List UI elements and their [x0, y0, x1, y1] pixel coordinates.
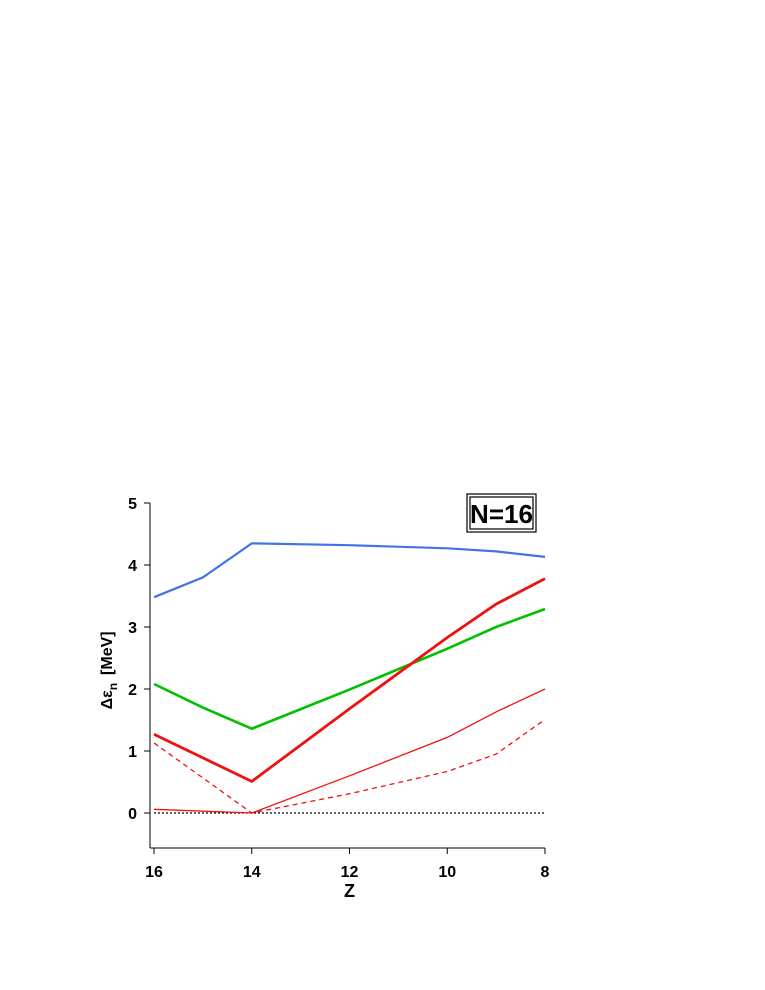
series-line-1: [153, 542, 546, 599]
annotation-box-inner: [469, 496, 534, 530]
series-layer: [153, 542, 546, 814]
y-axis-label: Δεn [MeV]: [99, 631, 120, 709]
x-tick-label: 8: [541, 864, 550, 881]
x-tick-label: 12: [341, 864, 359, 881]
annotation-text: N=16: [470, 499, 533, 529]
series-line-4: [153, 688, 546, 814]
y-axis-label-main: Δε: [99, 690, 116, 710]
x-axis-label: Z: [344, 881, 355, 901]
y-tick-label: 4: [128, 558, 137, 575]
x-tick-label: 14: [243, 864, 261, 881]
axes-layer: [149, 503, 545, 849]
y-tick-label: 1: [128, 744, 137, 761]
annotation-box-outer: [466, 493, 537, 533]
y-axis-label-sub: n: [106, 683, 120, 690]
series-line-3: [153, 577, 546, 784]
y-axis-label-unit: [MeV]: [99, 631, 116, 675]
x-tick-label: 16: [145, 864, 163, 881]
y-tick-label: 5: [128, 496, 137, 513]
y-tick-label: 2: [128, 682, 137, 699]
y-tick-label: 3: [128, 620, 137, 637]
y-tick-label: 0: [128, 806, 137, 823]
series-line-5: [153, 718, 546, 814]
n16-annotation: N=16: [466, 493, 537, 533]
x-tick-label: 10: [438, 864, 456, 881]
series-line-2: [153, 607, 546, 731]
